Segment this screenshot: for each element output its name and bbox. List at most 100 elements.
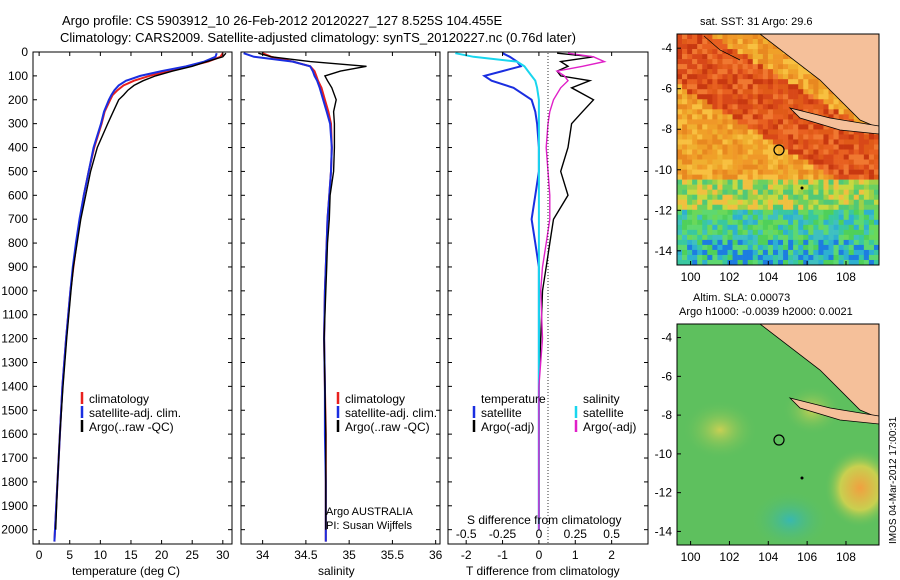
depth-tick-label: 0 (21, 45, 28, 59)
sst-cell (707, 239, 713, 246)
sst-cell (818, 154, 824, 160)
depth-tick-label: 1500 (1, 403, 28, 417)
sst-cell (682, 84, 688, 90)
sst-cell (697, 224, 703, 231)
sst-cell (677, 104, 683, 110)
sst-cell (697, 159, 703, 165)
sst-cell (737, 129, 743, 135)
sst-cell (798, 189, 804, 195)
sst-cell (783, 104, 789, 110)
sst-cell (682, 139, 688, 145)
sst-cell (722, 39, 728, 45)
sst-cell (677, 194, 683, 201)
sst-cell (742, 79, 748, 85)
sst-cell (803, 219, 809, 226)
sst-cell (853, 214, 860, 221)
sst-cell (778, 194, 784, 201)
sst-cell (752, 229, 759, 236)
sst-cell (858, 249, 865, 256)
sst-cell (767, 54, 774, 60)
sst-cell (707, 219, 713, 226)
sst-cell (828, 229, 834, 236)
sst-cell (722, 234, 728, 241)
difference-lines (455, 52, 607, 530)
sst-cell (682, 114, 688, 120)
sst-cell (722, 89, 728, 95)
sst-cell (848, 239, 855, 246)
sst-cell (747, 244, 754, 251)
sst-cell (818, 229, 824, 236)
sst-cell (772, 54, 779, 60)
sst-cell (757, 79, 764, 85)
sst-cell (772, 44, 779, 50)
sst-cell (707, 119, 713, 125)
sst-cell (702, 179, 708, 185)
sst-cell (682, 174, 688, 180)
sst-cell (783, 214, 789, 221)
map-y-tick-label: -6 (661, 82, 672, 96)
sst-cell (818, 94, 824, 100)
sst-cell (818, 164, 824, 170)
sst-cell (707, 74, 713, 80)
sst-cell (697, 49, 703, 55)
sst-cell (682, 69, 688, 75)
sst-cell (732, 134, 738, 140)
sst-cell (823, 199, 829, 206)
sst-cell (697, 74, 703, 80)
sst-cell (727, 119, 733, 125)
sst-cell (702, 204, 708, 211)
x-tick-label: 34.5 (294, 548, 318, 562)
sst-cell (737, 194, 743, 201)
sst-cell (853, 154, 860, 160)
sst-cell (702, 44, 708, 50)
sst-cell (823, 179, 829, 185)
sst-cell (747, 219, 754, 226)
sst-cell (868, 174, 875, 180)
sst-cell (757, 244, 764, 251)
sst-cell (692, 184, 698, 190)
sst-cell (858, 154, 865, 160)
sst-cell (702, 54, 708, 60)
sst-cell (828, 209, 834, 216)
sst-cell (868, 164, 875, 170)
sst-cell (767, 49, 774, 55)
sst-cell (687, 234, 693, 241)
sst-cell (783, 79, 789, 85)
sst-cell (793, 164, 799, 170)
sst-cell (727, 214, 733, 221)
sst-cell (853, 149, 860, 155)
sst-cell (677, 39, 683, 45)
sst-cell (778, 154, 784, 160)
sst-cell (732, 249, 738, 256)
sst-cell (732, 84, 738, 90)
sst-cell (737, 164, 743, 170)
sst-cell (843, 139, 849, 145)
sst-cell (813, 229, 819, 236)
sst-cell (767, 74, 774, 80)
sst-cell (808, 154, 814, 160)
sst-cell (747, 89, 754, 95)
sst-cell (808, 184, 814, 190)
sst-cell (727, 124, 733, 130)
sst-cell (783, 74, 789, 80)
float-owner: Argo AUSTRALIA (326, 506, 413, 518)
sst-cell (838, 189, 844, 195)
sst-cell (808, 209, 814, 216)
sst-cell (808, 84, 814, 90)
sst-cell (752, 144, 759, 150)
sst-cell (833, 254, 839, 261)
sst-cell (712, 194, 718, 201)
sst-cell (717, 239, 723, 246)
sst-cell (772, 114, 779, 120)
sst-cell (692, 164, 698, 170)
sst-cell (717, 104, 723, 110)
sst-cell (833, 239, 839, 246)
sst-cell (687, 124, 693, 130)
sst-cell (772, 179, 779, 185)
sst-cell (742, 44, 748, 50)
sst-cell (757, 74, 764, 80)
sst-cell (838, 104, 844, 110)
sst-cell (687, 64, 693, 70)
sst-cell (858, 149, 865, 155)
sst-cell (702, 74, 708, 80)
